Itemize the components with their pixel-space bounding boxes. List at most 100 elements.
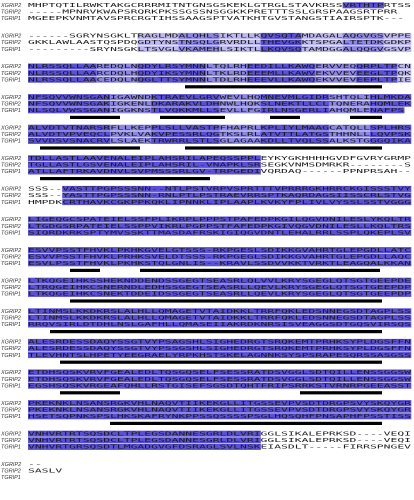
residue-highlight	[212, 382, 220, 389]
residue-highlight	[267, 290, 275, 297]
residue-highlight	[315, 253, 323, 260]
residue-highlight	[274, 107, 282, 114]
sequence-name-label: TGRIP2	[1, 40, 21, 46]
residue-highlight	[130, 443, 138, 450]
residue-highlight	[342, 382, 350, 389]
residue-highlight	[48, 247, 56, 254]
residue-highlight	[164, 290, 172, 297]
residue-highlight	[96, 124, 104, 131]
residue-highlight	[226, 32, 234, 39]
residue-highlight	[267, 94, 275, 101]
residue-highlight	[246, 290, 254, 297]
residue-highlight	[89, 229, 97, 236]
residue-highlight	[274, 382, 282, 389]
residue-highlight	[178, 382, 186, 389]
residue-highlight	[363, 290, 371, 297]
residue-highlight	[349, 413, 357, 420]
residue-highlight	[376, 107, 384, 114]
residue-highlight	[240, 192, 248, 199]
residue-highlight	[246, 94, 254, 101]
residue-highlight	[308, 277, 316, 284]
residue-highlight	[376, 131, 384, 138]
residue-highlight	[69, 369, 77, 376]
residue-highlight	[294, 229, 302, 236]
residue-highlight	[123, 131, 131, 138]
residue-highlight	[246, 199, 254, 206]
residue-highlight	[62, 94, 70, 101]
residue-highlight	[287, 352, 296, 359]
residue-highlight	[226, 216, 234, 223]
residue-highlight	[281, 185, 289, 192]
residue-highlight	[75, 253, 84, 260]
residue-highlight	[349, 46, 357, 53]
residue-highlight	[198, 443, 207, 450]
residue-highlight	[55, 369, 63, 376]
residue-highlight	[192, 100, 200, 107]
residue-highlight	[281, 321, 289, 328]
residue-highlight	[383, 400, 391, 407]
residue-highlight	[110, 290, 118, 297]
residue-highlight	[75, 260, 84, 267]
residue-highlight	[260, 100, 268, 107]
residue-highlight	[383, 314, 391, 321]
residue-highlight	[137, 400, 145, 407]
residue-highlight	[301, 314, 309, 321]
residue-highlight	[322, 247, 330, 254]
sequence-name-label: TGRIP2	[1, 10, 21, 16]
residue-highlight	[212, 137, 220, 144]
residue-highlight	[62, 63, 70, 70]
residue-highlight	[69, 229, 77, 236]
residue-highlight	[315, 39, 323, 46]
residue-highlight	[212, 437, 220, 444]
residue-highlight	[240, 199, 248, 206]
residue-highlight	[89, 413, 97, 420]
residue-highlight	[253, 229, 261, 236]
residue-highlight	[171, 94, 179, 101]
residue-highlight	[89, 369, 97, 376]
residue-highlight	[103, 338, 111, 345]
residue-highlight	[48, 413, 56, 420]
residue-highlight	[123, 192, 131, 199]
residue-highlight	[369, 260, 378, 267]
residue-highlight	[212, 338, 220, 345]
residue-highlight	[349, 131, 357, 138]
residue-highlight	[110, 124, 118, 131]
residue-highlight	[137, 321, 145, 328]
residue-highlight	[233, 437, 241, 444]
residue-highlight	[363, 199, 371, 206]
residue-highlight	[48, 430, 56, 437]
residue-highlight	[144, 437, 152, 444]
residue-highlight	[157, 260, 166, 267]
residue-highlight	[322, 382, 330, 389]
residue-highlight	[253, 168, 261, 175]
sequence-name-label: TGRIP1	[1, 47, 21, 53]
residue-highlight	[96, 277, 104, 284]
residue-highlight	[233, 46, 241, 53]
residue-highlight	[335, 94, 343, 101]
residue-highlight	[328, 382, 337, 389]
residue-highlight	[116, 277, 125, 284]
residue-highlight	[103, 70, 111, 77]
residue-highlight	[328, 345, 337, 352]
residue-highlight	[233, 247, 241, 254]
residue-highlight	[219, 290, 227, 297]
residue-highlight	[116, 229, 125, 236]
residue-highlight	[274, 314, 282, 321]
residue-highlight	[253, 290, 261, 297]
residue-highlight	[233, 100, 241, 107]
alignment-block: XGRIP2 LTKQGEIHKSSHEKNDDENDSSGEGTSEASRLQL…	[0, 277, 412, 303]
residue-highlight	[294, 413, 302, 420]
residue-highlight	[383, 290, 391, 297]
sequence-row: VNHVRTGRSQSDTLMGADGVGFDSRAGLSVLNSKEIASDL…	[28, 445, 412, 451]
residue-highlight	[308, 400, 316, 407]
residue-highlight	[55, 94, 63, 101]
residue-highlight	[34, 314, 42, 321]
residue-highlight	[376, 100, 384, 107]
residue-highlight	[383, 63, 391, 70]
residue-highlight	[328, 260, 337, 267]
residue-highlight	[328, 46, 337, 53]
residue-highlight	[41, 284, 49, 291]
residue-highlight	[376, 369, 384, 376]
residue-highlight	[151, 400, 159, 407]
residue-highlight	[219, 338, 227, 345]
